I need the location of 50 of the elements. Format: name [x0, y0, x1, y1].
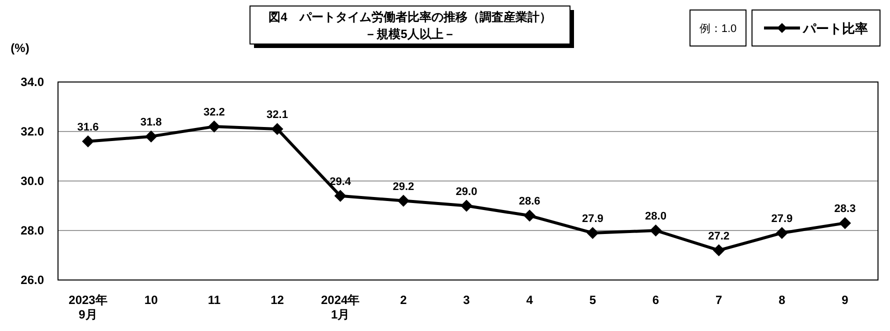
point	[334, 190, 346, 202]
x-tick-label: 10	[144, 293, 158, 307]
point	[82, 135, 94, 148]
data-label: 29.0	[456, 186, 478, 198]
point	[145, 130, 158, 142]
x-tick-label: 12	[270, 293, 284, 307]
point	[712, 244, 725, 256]
legend: パート比率	[752, 10, 880, 46]
x-tick-label: 9	[842, 293, 849, 307]
chart-subtitle: －規模5人以上－	[364, 27, 456, 41]
x-tick-label: 7	[715, 293, 722, 307]
data-label: 27.9	[582, 212, 604, 225]
x-tick-label: 2	[400, 293, 408, 307]
point	[839, 217, 851, 230]
x-tick-label: 3	[463, 293, 470, 307]
x-tick-label: 11	[208, 293, 221, 307]
point	[397, 194, 410, 207]
data-label: 31.8	[140, 116, 162, 128]
y-tick-label: 28.0	[20, 224, 44, 238]
y-tick-label: 26.0	[20, 273, 44, 287]
chart-title: 図4 パートタイム労働者比率の推移（調査産業計）	[268, 10, 552, 24]
point	[586, 226, 599, 239]
y-axis-title: (%)	[10, 41, 30, 55]
x-tick-label: 5	[589, 293, 596, 307]
y-tick-label: 32.0	[20, 124, 44, 138]
data-label: 31.6	[77, 121, 99, 134]
x-tick-label: 4	[526, 293, 534, 307]
legend-label: パート比率	[802, 21, 868, 36]
x-tick-label: 2023年 9月	[68, 293, 108, 322]
data-label: 27.9	[771, 212, 793, 225]
x-tick-label: 8	[778, 293, 786, 307]
point	[460, 200, 472, 212]
data-label: 32.2	[203, 106, 225, 119]
y-tick-label: 30.0	[20, 174, 44, 188]
point	[650, 224, 662, 236]
y-tick-label: 34.0	[20, 75, 44, 89]
point	[271, 123, 284, 136]
data-label: 29.4	[330, 176, 352, 188]
data-label: 28.0	[645, 210, 666, 222]
data-label: 32.1	[266, 109, 288, 122]
data-label: 27.2	[708, 230, 730, 242]
point	[524, 210, 536, 222]
data-label: 28.6	[518, 196, 540, 208]
x-tick-label: 6	[652, 293, 660, 307]
text: 例：1.0	[699, 23, 737, 35]
data-label: 29.2	[392, 180, 414, 193]
data-label: 28.3	[834, 203, 856, 216]
point	[208, 120, 220, 133]
x-tick-label: 2024年 1月	[320, 293, 360, 322]
point	[776, 226, 788, 239]
